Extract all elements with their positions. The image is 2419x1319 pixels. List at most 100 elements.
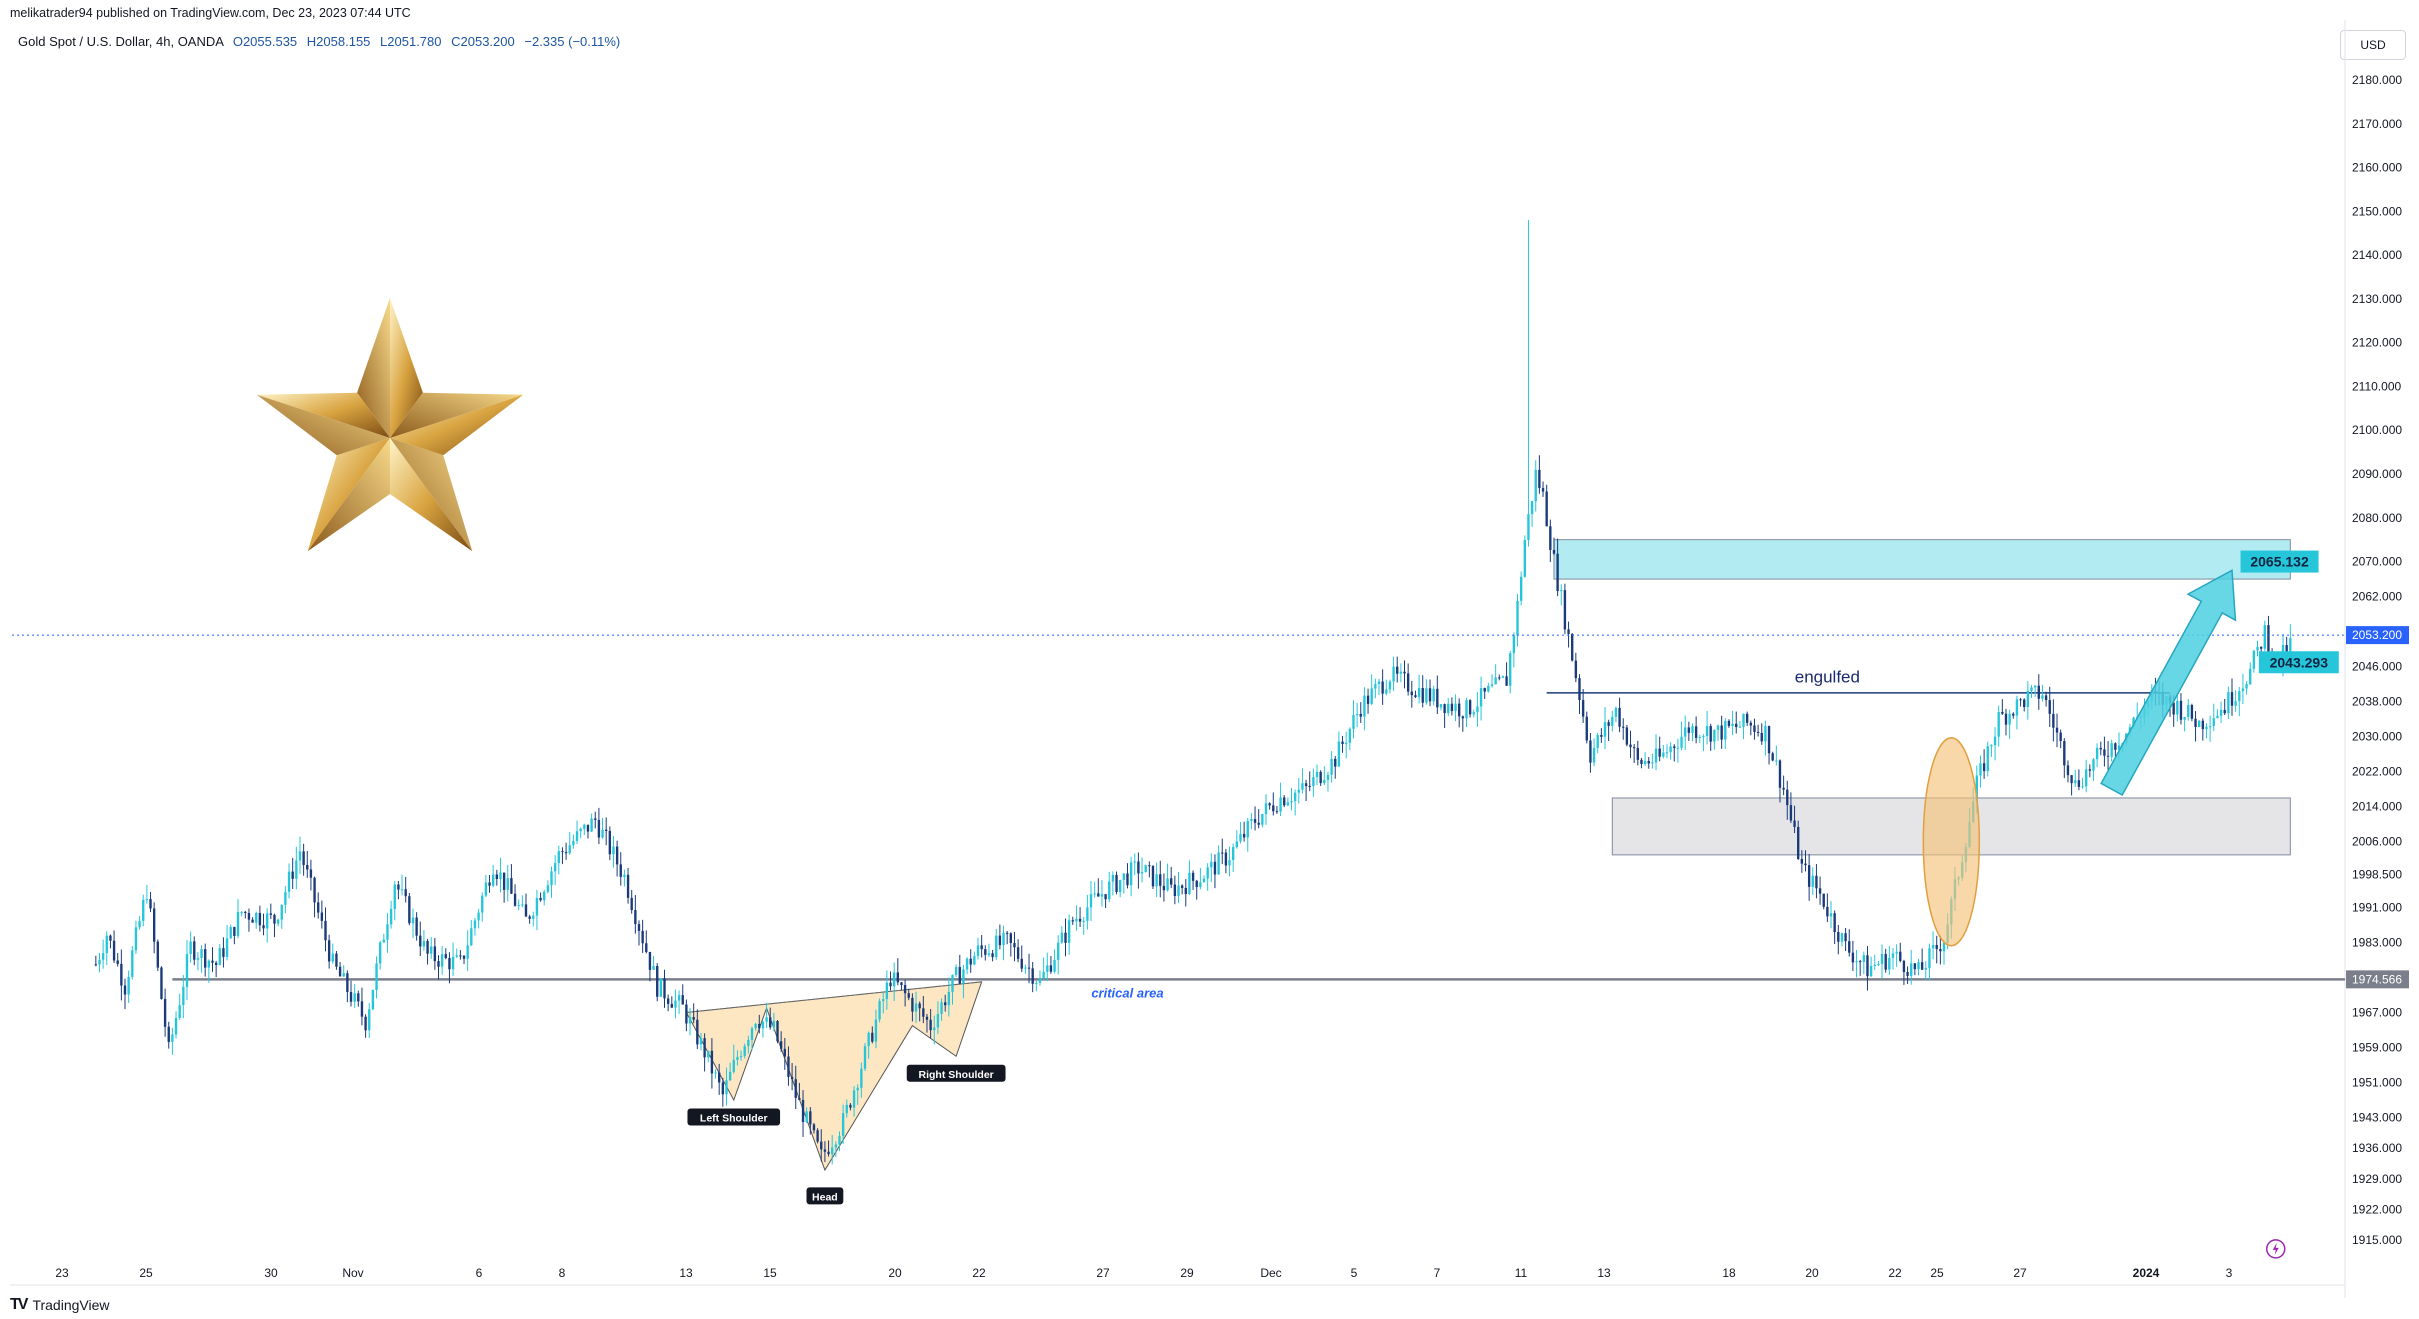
candle-body xyxy=(2219,709,2223,716)
label-2043-box xyxy=(2258,651,2339,674)
candle-body xyxy=(142,899,145,921)
candle-body xyxy=(116,960,119,964)
candle-body xyxy=(1217,852,1220,875)
candle-body xyxy=(1778,760,1782,788)
candle-body xyxy=(437,961,440,967)
candle-body xyxy=(1188,872,1191,895)
candle-body xyxy=(1920,962,1924,970)
candle-body xyxy=(2023,699,2026,708)
candle-body xyxy=(317,902,320,913)
candle-body xyxy=(579,828,582,832)
candle-body xyxy=(703,1038,706,1058)
candle-body xyxy=(849,1104,852,1108)
candle-body xyxy=(557,851,560,864)
candle-body xyxy=(772,1021,776,1028)
candle-body xyxy=(1038,978,1042,983)
candle-body xyxy=(681,995,684,1005)
candle-body xyxy=(637,924,641,931)
candle-body xyxy=(820,1141,823,1150)
candle-body xyxy=(1837,931,1840,942)
candle-body xyxy=(1578,678,1581,701)
y-tick-label: 1943.000 xyxy=(2352,1111,2402,1125)
y-tick-label: 2160.000 xyxy=(2352,161,2402,175)
candle-body xyxy=(656,965,659,997)
candle-body xyxy=(714,1072,717,1074)
candle-body xyxy=(1917,962,1920,970)
candle-body xyxy=(1804,863,1807,866)
last-price-label: 2053.200 xyxy=(2352,628,2402,642)
candle-body xyxy=(1877,964,1880,966)
currency-button[interactable]: USD xyxy=(2340,30,2406,60)
candle-body xyxy=(1151,865,1155,887)
candle-body xyxy=(1195,880,1198,888)
x-tick-label: 13 xyxy=(679,1266,693,1280)
candle-body xyxy=(236,912,240,936)
candle-body xyxy=(765,1017,768,1022)
candle-body xyxy=(1571,634,1574,661)
y-tick-label: 2046.000 xyxy=(2352,660,2402,674)
candle-body xyxy=(1786,789,1789,806)
candle-body xyxy=(178,1005,181,1018)
candle-body xyxy=(2208,726,2212,728)
candle-body xyxy=(1297,789,1300,793)
candle-body xyxy=(601,829,604,838)
candle-body xyxy=(211,960,214,963)
y-tick-label: 2030.000 xyxy=(2352,730,2402,744)
candle-body xyxy=(688,1017,692,1024)
candle-body xyxy=(630,897,633,911)
candle-body xyxy=(1505,676,1508,686)
candle-body xyxy=(659,978,663,997)
candle-body xyxy=(481,895,484,913)
candle-body xyxy=(892,972,896,987)
candle-body xyxy=(1272,805,1275,812)
x-tick-label: 23 xyxy=(55,1266,69,1280)
candle-body xyxy=(2063,741,2066,766)
candle-body xyxy=(1494,677,1497,685)
symbol-title[interactable]: Gold Spot / U.S. Dollar, 4h, OANDA xyxy=(18,34,224,49)
candle-body xyxy=(1239,833,1242,842)
candle-body xyxy=(163,998,167,1027)
candle-body xyxy=(1425,688,1428,703)
candle-body xyxy=(1392,666,1395,682)
candle-body xyxy=(1242,833,1246,838)
candle-body xyxy=(535,897,539,916)
candle-body xyxy=(200,949,203,959)
candle-body xyxy=(2256,646,2259,651)
candle-body xyxy=(980,945,983,950)
candle-body xyxy=(925,1016,929,1020)
x-tick-label: 25 xyxy=(1930,1266,1944,1280)
candle-body xyxy=(2106,755,2110,757)
candle-body xyxy=(185,954,189,987)
candle-body xyxy=(1713,729,1716,742)
candle-body xyxy=(167,1026,170,1042)
neckline xyxy=(686,981,982,1013)
candle-body xyxy=(499,872,502,879)
candle-body xyxy=(313,877,316,903)
candle-body xyxy=(1906,972,1909,976)
candle-body xyxy=(1443,704,1446,714)
x-tick-label: 27 xyxy=(1096,1266,1110,1280)
candle-body xyxy=(1698,737,1701,739)
candle-body xyxy=(1257,822,1260,825)
x-tick-label: Dec xyxy=(1260,1266,1281,1280)
x-tick-label: 6 xyxy=(476,1266,483,1280)
x-tick-label: 13 xyxy=(1597,1266,1611,1280)
candle-body xyxy=(1264,803,1268,814)
candle-body xyxy=(152,908,156,942)
candle-body xyxy=(1676,747,1680,749)
candle-body xyxy=(597,819,601,838)
candle-body xyxy=(229,927,232,939)
candle-body xyxy=(1811,875,1814,887)
candle-body xyxy=(947,991,951,1006)
star-facet xyxy=(357,298,390,438)
candle-body xyxy=(1210,861,1213,868)
tradingview-logo[interactable]: TV TradingView xyxy=(10,1296,110,1314)
candle-body xyxy=(776,1021,779,1042)
y-tick-label: 2130.000 xyxy=(2352,292,2402,306)
open-value: O2055.535 xyxy=(232,34,298,49)
candle-body xyxy=(553,863,557,872)
candle-body xyxy=(998,935,1002,946)
candle-body xyxy=(550,871,553,886)
candle-body xyxy=(1428,688,1432,702)
